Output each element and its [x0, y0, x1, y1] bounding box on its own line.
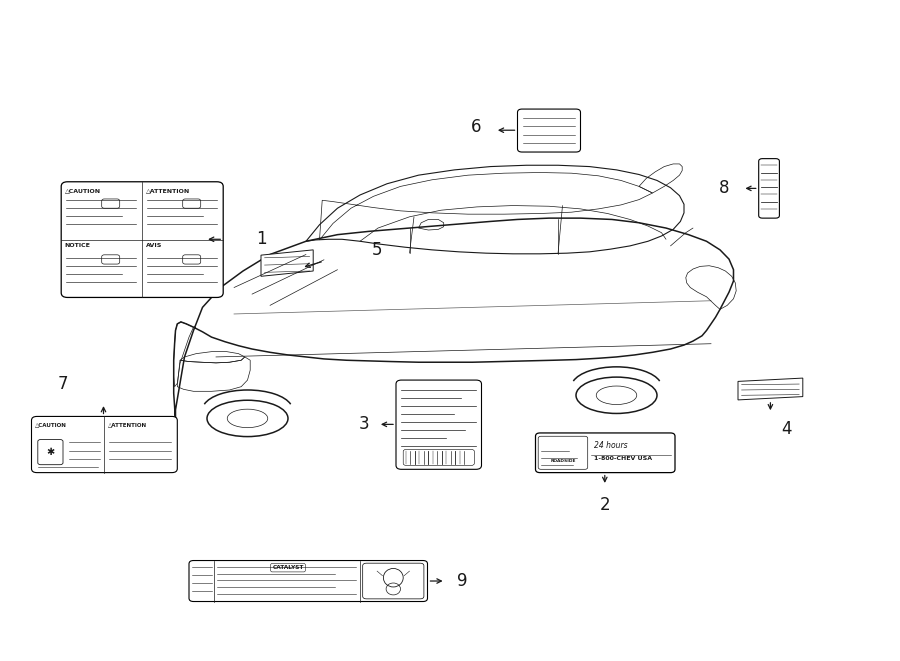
FancyBboxPatch shape	[61, 182, 223, 297]
Text: NOTICE: NOTICE	[65, 243, 91, 248]
Text: ROADSIDE: ROADSIDE	[551, 459, 576, 463]
FancyBboxPatch shape	[32, 416, 177, 473]
Text: 3: 3	[358, 415, 369, 434]
Text: 5: 5	[372, 241, 382, 259]
Text: △ATTENTION: △ATTENTION	[146, 188, 190, 194]
FancyBboxPatch shape	[759, 159, 779, 218]
Text: 24 hours: 24 hours	[594, 441, 627, 450]
Text: △ATTENTION: △ATTENTION	[108, 422, 147, 428]
Text: 2: 2	[599, 496, 610, 514]
FancyBboxPatch shape	[363, 563, 424, 599]
FancyBboxPatch shape	[189, 561, 428, 602]
Text: 9: 9	[457, 572, 468, 590]
Polygon shape	[738, 378, 803, 400]
Text: 6: 6	[471, 118, 482, 136]
FancyBboxPatch shape	[403, 449, 474, 465]
Text: 1-800-CHEV USA: 1-800-CHEV USA	[594, 455, 652, 461]
Text: ✱: ✱	[46, 447, 55, 457]
FancyBboxPatch shape	[396, 380, 482, 469]
FancyBboxPatch shape	[536, 433, 675, 473]
Text: 4: 4	[781, 420, 792, 438]
Text: 7: 7	[58, 375, 68, 393]
Polygon shape	[261, 250, 313, 276]
Text: △CAUTION: △CAUTION	[65, 188, 101, 194]
Text: △CAUTION: △CAUTION	[35, 422, 67, 428]
Text: 1: 1	[256, 230, 267, 249]
FancyBboxPatch shape	[518, 109, 580, 152]
Text: 8: 8	[718, 179, 729, 198]
Text: AVIS: AVIS	[146, 243, 162, 248]
Text: CATALYST: CATALYST	[273, 565, 303, 570]
